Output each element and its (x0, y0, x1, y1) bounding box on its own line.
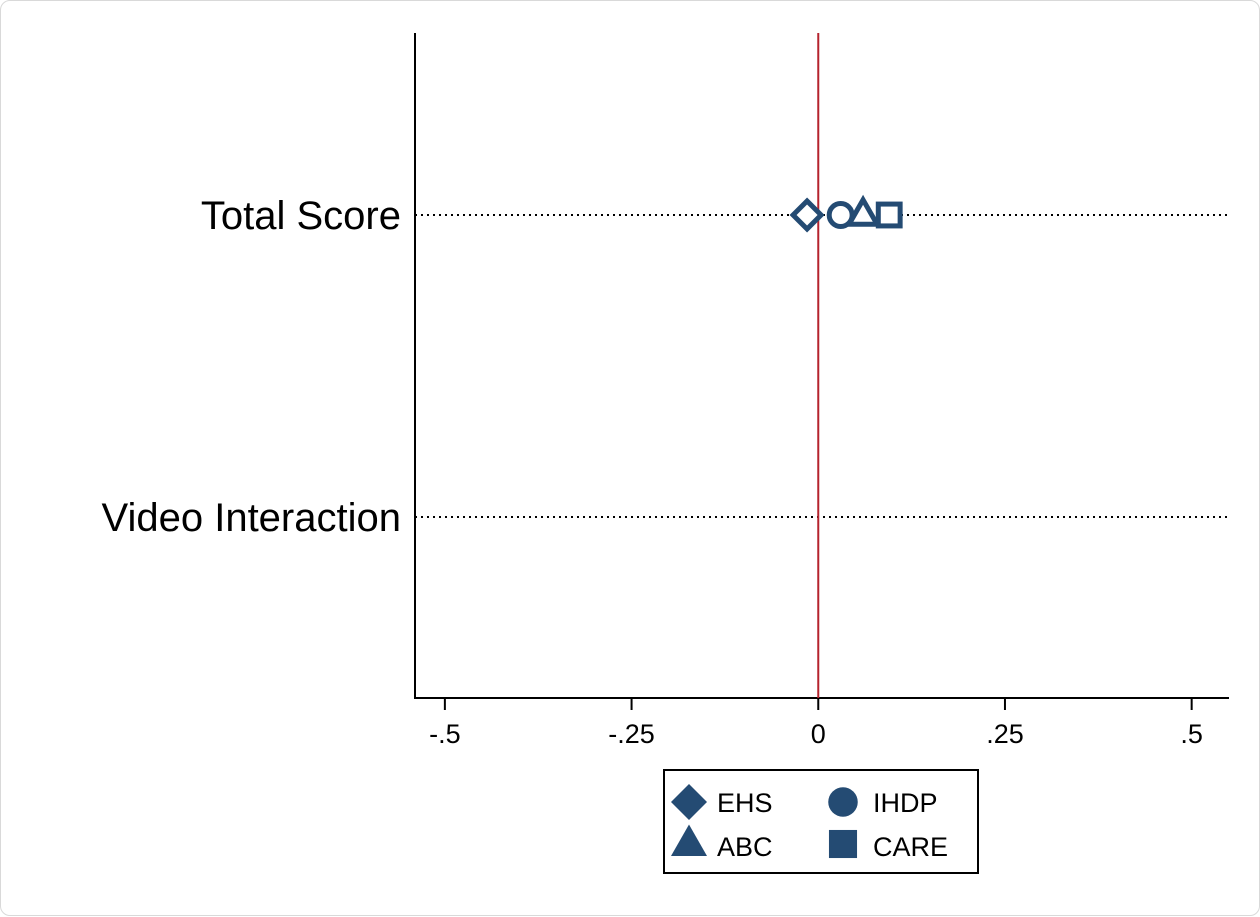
legend-label-ehs: EHS (717, 788, 773, 818)
point-ehs (789, 197, 825, 233)
legend-marker-ehs (671, 784, 707, 820)
row-label-video-interaction: Video Interaction (102, 496, 401, 540)
row-label-total-score: Total Score (201, 194, 401, 238)
legend-marker-ihdp (828, 787, 858, 817)
legend-box (663, 769, 979, 874)
legend-marker-abc (671, 824, 707, 856)
legend: EHS IHDP ABC CARE (663, 769, 979, 874)
point-care (875, 201, 903, 229)
legend-label-abc: ABC (717, 832, 773, 862)
legend-label-ihdp: IHDP (873, 788, 938, 818)
axis-layer: -.5 -.25 0 .25 .5 (414, 33, 1229, 749)
point-abc (844, 194, 882, 227)
legend-label-care: CARE (873, 832, 948, 862)
x-tick-label: .25 (986, 719, 1024, 749)
x-tick-label: 0 (811, 719, 826, 749)
x-tick-label: .5 (1180, 719, 1203, 749)
x-tick-label: -.5 (429, 719, 461, 749)
marks-layer (789, 194, 903, 233)
x-tick-label: -.25 (608, 719, 655, 749)
legend-marker-care (828, 829, 858, 859)
row-layer: Total Score Video Interaction (102, 194, 1229, 540)
